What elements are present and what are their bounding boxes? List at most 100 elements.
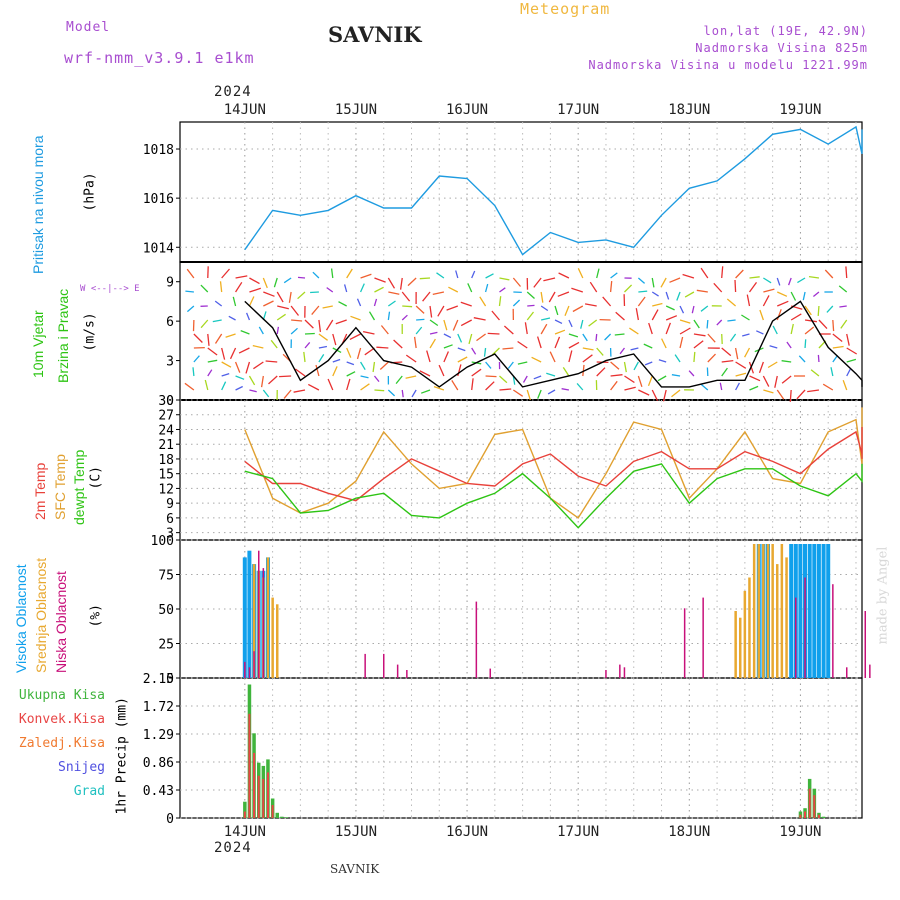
wind-arrow	[596, 367, 606, 377]
wind-arrow	[249, 287, 262, 293]
wind-arrow	[832, 319, 835, 332]
cloud-bar	[766, 544, 770, 678]
cloud-bar	[248, 667, 251, 678]
wind-arrow	[679, 336, 684, 349]
wind-arrow	[531, 356, 542, 363]
cloud-bar	[816, 544, 821, 678]
wind-arrow	[420, 389, 431, 394]
wind-arrow	[429, 338, 436, 349]
wind-arrow	[549, 351, 556, 363]
wind-arrow	[240, 329, 250, 335]
wind-arrow	[749, 375, 761, 382]
wind-arrow	[615, 311, 625, 321]
cloud-bar	[771, 544, 774, 678]
wind-arrow	[238, 347, 250, 354]
wind-arrow	[346, 268, 353, 279]
wind-arrow	[356, 347, 362, 360]
wind-arrow	[832, 345, 844, 349]
cloud-bar	[262, 568, 265, 678]
legend-total-precip: Ukupna Kisa	[18, 688, 105, 703]
wind-arrow	[623, 361, 627, 373]
cloud-bar	[832, 584, 834, 678]
wind-frame	[179, 261, 863, 401]
wind-arrow	[735, 269, 744, 279]
wind-arrow	[234, 361, 241, 373]
wind-arrow	[846, 333, 850, 346]
cloud-bar	[864, 611, 866, 678]
wind-arrow	[229, 347, 237, 360]
wind-arrow	[484, 283, 489, 293]
cloud-bar	[869, 664, 871, 678]
wind-arrow	[297, 291, 306, 300]
wind-arrow	[744, 347, 751, 358]
cloud-bar	[780, 544, 784, 678]
temp-tick-label: 24	[158, 423, 174, 438]
cloud-bar	[242, 557, 247, 678]
wind-arrow	[327, 378, 334, 391]
cloud-bar	[804, 577, 806, 678]
wind-arrow	[517, 340, 528, 349]
wind-arrow	[580, 319, 584, 329]
wind-arrow	[258, 326, 264, 335]
wind-arrow	[432, 291, 445, 296]
wind-arrow	[338, 301, 347, 307]
wind-arrow	[491, 310, 500, 321]
wind-arrow	[845, 266, 848, 279]
precip-bar	[243, 811, 246, 818]
day-label: 19JUN	[779, 824, 821, 840]
precip-bar	[808, 788, 811, 818]
precip-bar	[262, 778, 265, 818]
pres-tick-label: 1018	[143, 143, 174, 158]
wind-arrow	[769, 345, 778, 349]
wind-arrow	[571, 287, 584, 293]
wind-arrow	[749, 276, 760, 279]
cloud-bar	[271, 597, 274, 678]
precip-bar	[271, 805, 274, 818]
wind-arrow	[512, 277, 521, 287]
cloud-bar	[798, 544, 803, 678]
wind-arrow	[429, 331, 438, 335]
pres-frame	[179, 121, 863, 263]
wind-arrow	[682, 273, 695, 279]
wind-arrow	[185, 290, 194, 293]
cloud-bar	[247, 550, 252, 678]
day-label: 19JUN	[779, 102, 821, 118]
cloud-bar	[364, 653, 366, 678]
wind-arrow	[325, 319, 334, 331]
t2m-line	[244, 427, 863, 502]
wind-arrow	[790, 323, 794, 335]
cloud-bar	[623, 667, 626, 678]
wind-arrow	[665, 291, 670, 300]
wind-arrow	[276, 313, 286, 321]
wind-arrow	[804, 326, 815, 335]
wind-arrow	[395, 375, 403, 385]
wind-arrow	[346, 347, 352, 358]
year-top: 2024	[214, 84, 252, 100]
cloud-label-1: Visoka Oblacnost	[13, 564, 29, 673]
wind-arrow	[637, 375, 643, 388]
wind-arrow	[388, 291, 400, 295]
wind-arrow	[596, 347, 604, 356]
model-elevation-label: Nadmorska Visina u modelu 1221.99m	[588, 58, 868, 72]
temp-tick-label: 3	[166, 527, 174, 542]
wind-arrow	[637, 296, 646, 307]
legend-snow: Snijeg	[58, 760, 105, 775]
wind-arrow	[774, 375, 778, 388]
wind-arrow	[499, 287, 506, 293]
day-label: 16JUN	[446, 824, 488, 840]
wind-arrow	[221, 361, 232, 368]
legend-conv-precip: Konvek.Kisa	[18, 712, 105, 727]
wind-arrow	[407, 277, 417, 287]
wind-arrow	[360, 273, 372, 279]
wind-arrow	[540, 291, 544, 303]
axis-ticks: 14JUN 14JUN 15JUN 15JUN 16JUN 16JUN 17JUN 17JUN…	[143, 102, 822, 840]
wind-arrow	[318, 354, 325, 363]
wind-arrow	[826, 305, 834, 313]
wind-arrow	[350, 315, 361, 321]
precip-tick-label: 0.86	[143, 756, 174, 771]
precip-bar	[248, 713, 251, 818]
wind-arrow	[184, 382, 195, 391]
wind-arrow	[679, 327, 691, 335]
cloud-bar	[475, 601, 478, 678]
wind-arrow	[707, 333, 716, 343]
